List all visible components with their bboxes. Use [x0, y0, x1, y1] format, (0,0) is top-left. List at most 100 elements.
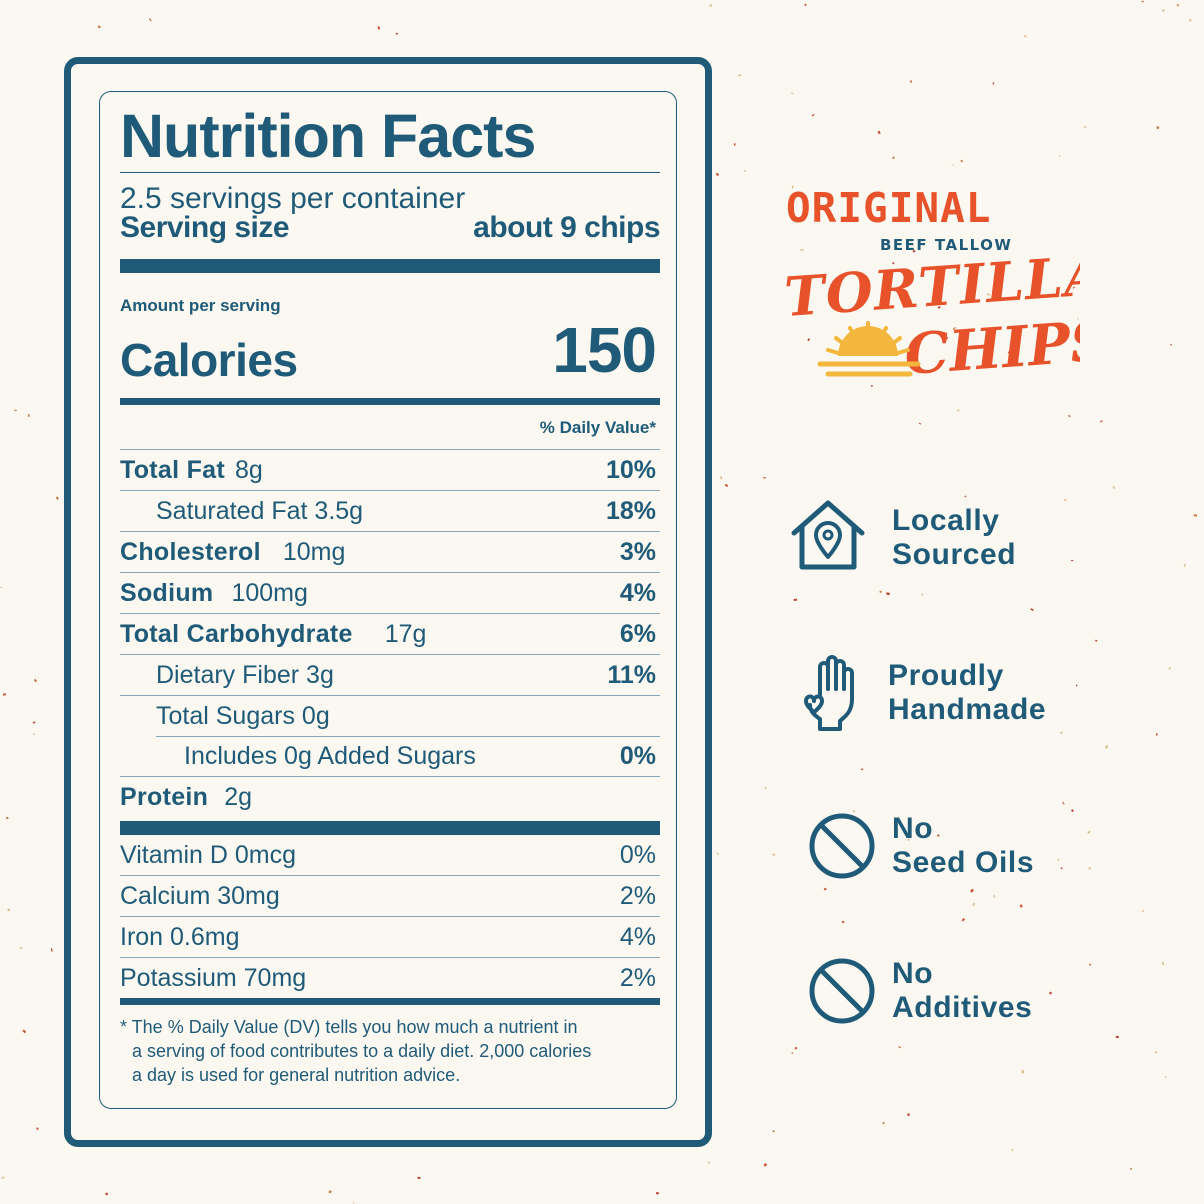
speckle: [720, 476, 723, 480]
speckle: [733, 143, 736, 146]
raised-hand-heart-icon: [804, 655, 854, 731]
speckle: [791, 185, 794, 189]
speckle: [1155, 733, 1158, 736]
speckle: [33, 678, 38, 683]
speckle: [969, 888, 975, 893]
vitamin-name: Iron 0.6mg: [120, 922, 240, 951]
thick-divider: [120, 821, 660, 835]
nutrient-name: Total Carbohydrate: [120, 619, 353, 648]
vitamin-dv: 2%: [619, 881, 656, 910]
speckle: [882, 1121, 885, 1125]
nutrient-row-total-sugars: Total Sugars 0g: [120, 695, 660, 736]
speckle: [1063, 498, 1067, 502]
feature-label: No Additives: [892, 957, 1032, 1025]
speckle: [5, 816, 9, 820]
speckle: [1105, 745, 1108, 749]
speckle: [1170, 343, 1173, 346]
feature-label-line: Sourced: [892, 538, 1017, 571]
speckle: [852, 809, 856, 813]
speckle: [1021, 1070, 1024, 1074]
speckle: [707, 1161, 711, 1164]
speckle: [1129, 1167, 1133, 1171]
brand-logo: ORIGINAL BEEF TALLOW TORTILLA CHIPS: [782, 184, 1080, 388]
speckle: [1068, 414, 1071, 418]
speckle: [97, 25, 101, 29]
nutrient-dv: 18%: [605, 496, 656, 525]
sun-icon: [817, 321, 921, 377]
speckle: [960, 159, 964, 163]
speckle: [944, 336, 949, 340]
speckle: [36, 1127, 39, 1130]
speckle: [1188, 18, 1192, 22]
speckle: [825, 212, 828, 215]
speckle: [937, 306, 941, 309]
vitamin-dv: 2%: [619, 963, 656, 992]
speckle: [19, 946, 23, 950]
nutrient-dv: 4%: [619, 578, 656, 607]
speckle: [1087, 866, 1092, 870]
speckle: [0, 586, 3, 589]
nutrient-name: Total Fat: [120, 455, 226, 484]
speckle: [1112, 485, 1116, 490]
speckle: [1070, 809, 1074, 813]
nutrition-facts-title: Nutrition Facts: [120, 102, 536, 170]
nutrient-amount: 17g: [384, 619, 427, 648]
footnote-line: a day is used for general nutrition advi…: [132, 1065, 461, 1085]
speckle: [918, 422, 922, 425]
speckle: [105, 1192, 108, 1196]
daily-value-footnote: * The % Daily Value (DV) tells you how m…: [120, 1015, 660, 1087]
vitamin-dv: 4%: [619, 922, 656, 951]
speckle: [27, 413, 30, 417]
serving-size-label: Serving size: [120, 211, 290, 244]
speckle: [800, 248, 804, 252]
feature-label-line: No: [892, 957, 934, 990]
speckle: [912, 249, 916, 253]
speckle: [763, 1163, 768, 1167]
speckle: [1057, 858, 1060, 862]
prohibited-icon: [809, 958, 875, 1024]
speckle: [417, 1176, 421, 1180]
speckle: [1141, 0, 1144, 3]
speckle: [1023, 34, 1027, 38]
speckle: [910, 80, 912, 83]
speckle: [860, 768, 864, 771]
nutrient-dv: 10%: [605, 455, 656, 484]
nutrition-facts-label: Nutrition Facts 2.5 servings per contain…: [120, 100, 660, 1087]
speckle: [957, 409, 960, 412]
speckle: [1154, 1051, 1157, 1053]
speckle: [892, 156, 895, 159]
speckle: [1156, 126, 1160, 129]
feature-label-line: Locally: [892, 504, 1000, 537]
feature-no-seed-oils: No Seed Oils: [808, 812, 1034, 880]
speckle: [2, 693, 7, 696]
vitamin-name: Vitamin D 0mcg: [120, 840, 296, 869]
nutrient-amount: 8g: [235, 455, 263, 484]
speckle: [964, 495, 967, 498]
nutrient-row-cholesterol: Cholesterol 10mg 3%: [120, 531, 660, 572]
nutrient-row-total-carbohydrate: Total Carbohydrate 17g 6%: [120, 613, 660, 654]
speckle: [1048, 991, 1053, 995]
speckle: [1183, 563, 1186, 568]
speckle: [804, 3, 807, 7]
feature-label: Locally Sourced: [892, 504, 1016, 572]
nutrient-name: Includes 0g Added Sugars: [184, 741, 476, 770]
speckle: [50, 948, 53, 952]
nutrient-dv: 6%: [619, 619, 656, 648]
speckle: [1075, 684, 1078, 687]
divider: [120, 172, 660, 173]
feature-label-line: Proudly: [888, 659, 1004, 692]
serving-size-row: Serving size about 9 chips: [120, 213, 660, 259]
speckle: [1164, 1075, 1167, 1079]
speckle: [1072, 286, 1076, 289]
speckle: [377, 25, 381, 30]
speckle: [1062, 801, 1065, 805]
nutrient-row-dietary-fiber: Dietary Fiber 3g 11%: [120, 654, 660, 695]
prohibited-icon: [809, 813, 875, 879]
speckle: [907, 838, 911, 842]
speckle: [1014, 336, 1017, 338]
speckle: [1007, 350, 1011, 354]
speckle: [1089, 963, 1092, 966]
speckle: [879, 590, 882, 593]
speckle: [724, 483, 729, 488]
medium-divider: [120, 398, 660, 405]
